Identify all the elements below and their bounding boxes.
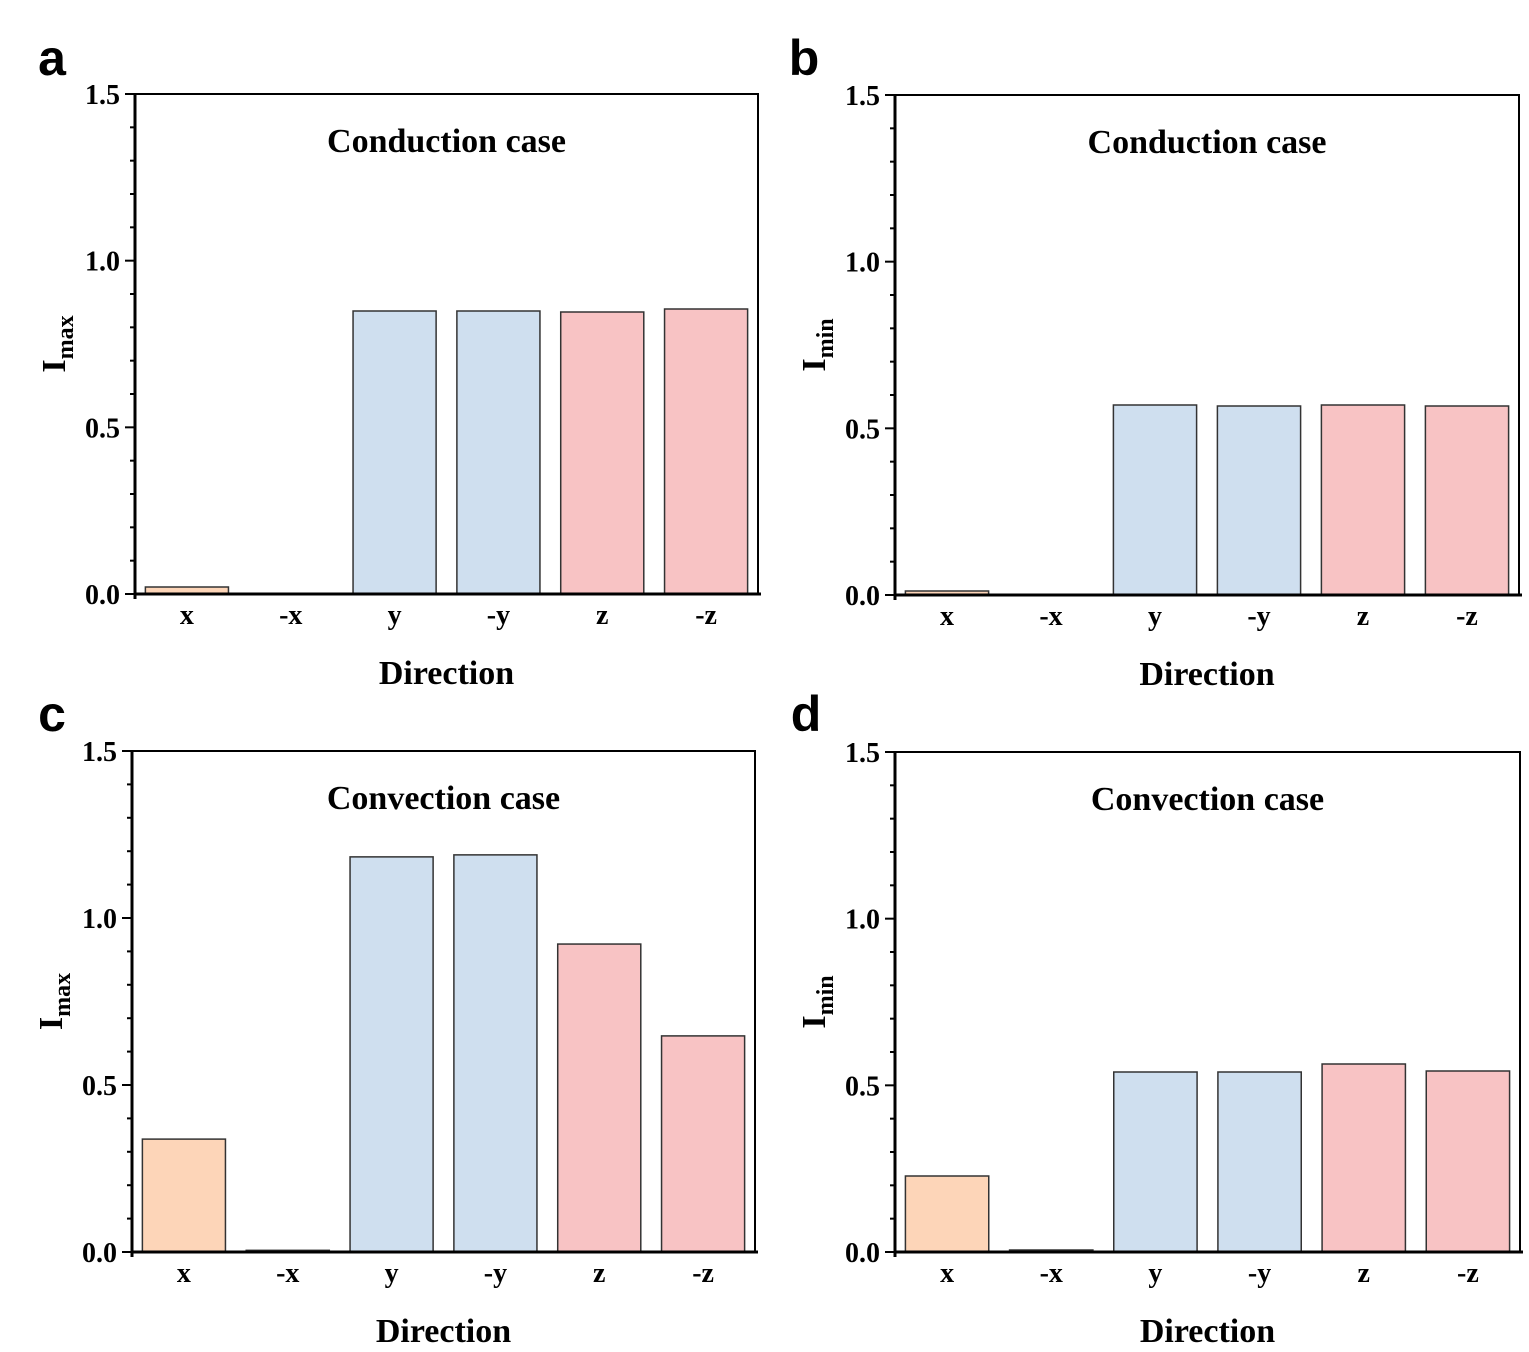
x-tick-label: y xyxy=(385,1258,399,1289)
y-tick-label: 0.0 xyxy=(82,1238,117,1269)
chart-panel-b: b x -x y -y z -z 0.0 0.5 1.0 1.5 Conduction case Dir… xyxy=(789,30,1522,693)
y-tick-label: 0.5 xyxy=(85,413,120,444)
bar-y xyxy=(349,856,434,1253)
bar-y xyxy=(1112,404,1198,596)
x-tick-label: -z xyxy=(1456,601,1478,632)
y-tick-label: 1.5 xyxy=(82,737,117,768)
x-tick-label: -z xyxy=(695,600,717,631)
bar--y xyxy=(456,310,541,595)
y-tick-label: 0.5 xyxy=(82,1071,117,1102)
chart-panel-a: a x -x y -y z -z 0.0 0.5 1.0 1.5 Conduction case Dir… xyxy=(36,30,761,692)
y-axis-label-main: I xyxy=(36,359,73,372)
x-tick-label: -x xyxy=(1040,1258,1063,1289)
bar--z xyxy=(663,308,749,595)
y-axis-label: Imin xyxy=(796,975,839,1028)
x-tick-label: y xyxy=(388,600,402,631)
x-tick-label: -y xyxy=(1247,601,1270,632)
y-tick-label: 1.5 xyxy=(85,80,120,111)
x-tick-label: z xyxy=(1358,1258,1370,1289)
y-tick-label: 1.0 xyxy=(845,248,880,279)
bar-y xyxy=(352,310,437,595)
bar--y xyxy=(1216,405,1302,596)
bar-z xyxy=(1320,404,1406,596)
x-tick-label: -y xyxy=(1248,1258,1271,1289)
y-tick-label: 0.0 xyxy=(845,1238,880,1269)
panel-label: c xyxy=(38,686,66,742)
chart-title: Convection case xyxy=(327,780,560,817)
panel-label: d xyxy=(791,686,822,742)
x-tick-label: x xyxy=(180,600,194,631)
y-tick-label: 1.0 xyxy=(85,247,120,278)
y-axis-label-subscript: min xyxy=(813,318,839,358)
bar-y xyxy=(1113,1071,1198,1253)
y-axis-label-subscript: max xyxy=(50,973,76,1017)
bar--z xyxy=(1425,1070,1511,1253)
chart-title: Conduction case xyxy=(327,123,566,160)
chart-panel-d: d x -x y -y z -z 0.0 0.5 1.0 1.5 Convection case Dir… xyxy=(791,686,1523,1350)
y-axis-label-main: I xyxy=(796,358,833,371)
bar--z xyxy=(660,1035,746,1253)
y-axis-label-main: I xyxy=(796,1015,833,1028)
x-axis-label: Direction xyxy=(1140,1313,1275,1350)
y-axis-label-subscript: min xyxy=(813,975,839,1015)
x-tick-label: -z xyxy=(1457,1258,1479,1289)
y-tick-label: 1.0 xyxy=(82,904,117,935)
bar-z xyxy=(559,311,645,595)
panel-label: a xyxy=(38,30,67,86)
bar-x xyxy=(141,1138,227,1253)
x-tick-label: -z xyxy=(692,1258,714,1289)
x-axis-label: Direction xyxy=(376,1313,511,1350)
x-tick-label: z xyxy=(596,600,608,631)
bar-z xyxy=(556,943,642,1253)
x-tick-label: y xyxy=(1148,1258,1162,1289)
y-axis-label: Imin xyxy=(796,318,839,371)
bar-x xyxy=(904,1175,990,1253)
x-tick-label: -y xyxy=(487,600,510,631)
y-axis-label: Imax xyxy=(36,315,79,372)
x-tick-label: -y xyxy=(484,1258,507,1289)
x-tick-label: -x xyxy=(276,1258,299,1289)
y-axis-label: Imax xyxy=(33,973,76,1030)
x-axis-label: Direction xyxy=(379,655,514,692)
x-tick-label: x xyxy=(177,1258,191,1289)
x-tick-label: -x xyxy=(279,600,302,631)
y-tick-label: 1.0 xyxy=(845,905,880,936)
bar-z xyxy=(1321,1063,1407,1253)
x-tick-label: z xyxy=(1357,601,1369,632)
x-tick-label: x xyxy=(940,1258,954,1289)
chart-title: Convection case xyxy=(1091,781,1324,818)
y-axis-label-subscript: max xyxy=(53,315,79,359)
x-tick-label: y xyxy=(1148,601,1162,632)
x-tick-label: x xyxy=(940,601,954,632)
y-tick-label: 1.5 xyxy=(845,81,880,112)
x-tick-label: -x xyxy=(1039,601,1062,632)
y-tick-label: 0.0 xyxy=(845,581,880,612)
y-tick-label: 0.5 xyxy=(845,414,880,445)
x-tick-label: z xyxy=(593,1258,605,1289)
bar--y xyxy=(1217,1071,1302,1253)
panel-label: b xyxy=(789,30,820,86)
y-axis-label-main: I xyxy=(33,1017,70,1030)
chart-panel-c: c x -x y -y z -z 0.0 0.5 1.0 1.5 Convection case Dir… xyxy=(33,686,758,1350)
y-tick-label: 1.5 xyxy=(845,738,880,769)
x-axis-label: Direction xyxy=(1139,656,1274,693)
y-tick-label: 0.0 xyxy=(85,580,120,611)
bar--z xyxy=(1424,405,1510,596)
chart-title: Conduction case xyxy=(1088,124,1327,161)
bar--y xyxy=(453,854,538,1253)
y-tick-label: 0.5 xyxy=(845,1071,880,1102)
